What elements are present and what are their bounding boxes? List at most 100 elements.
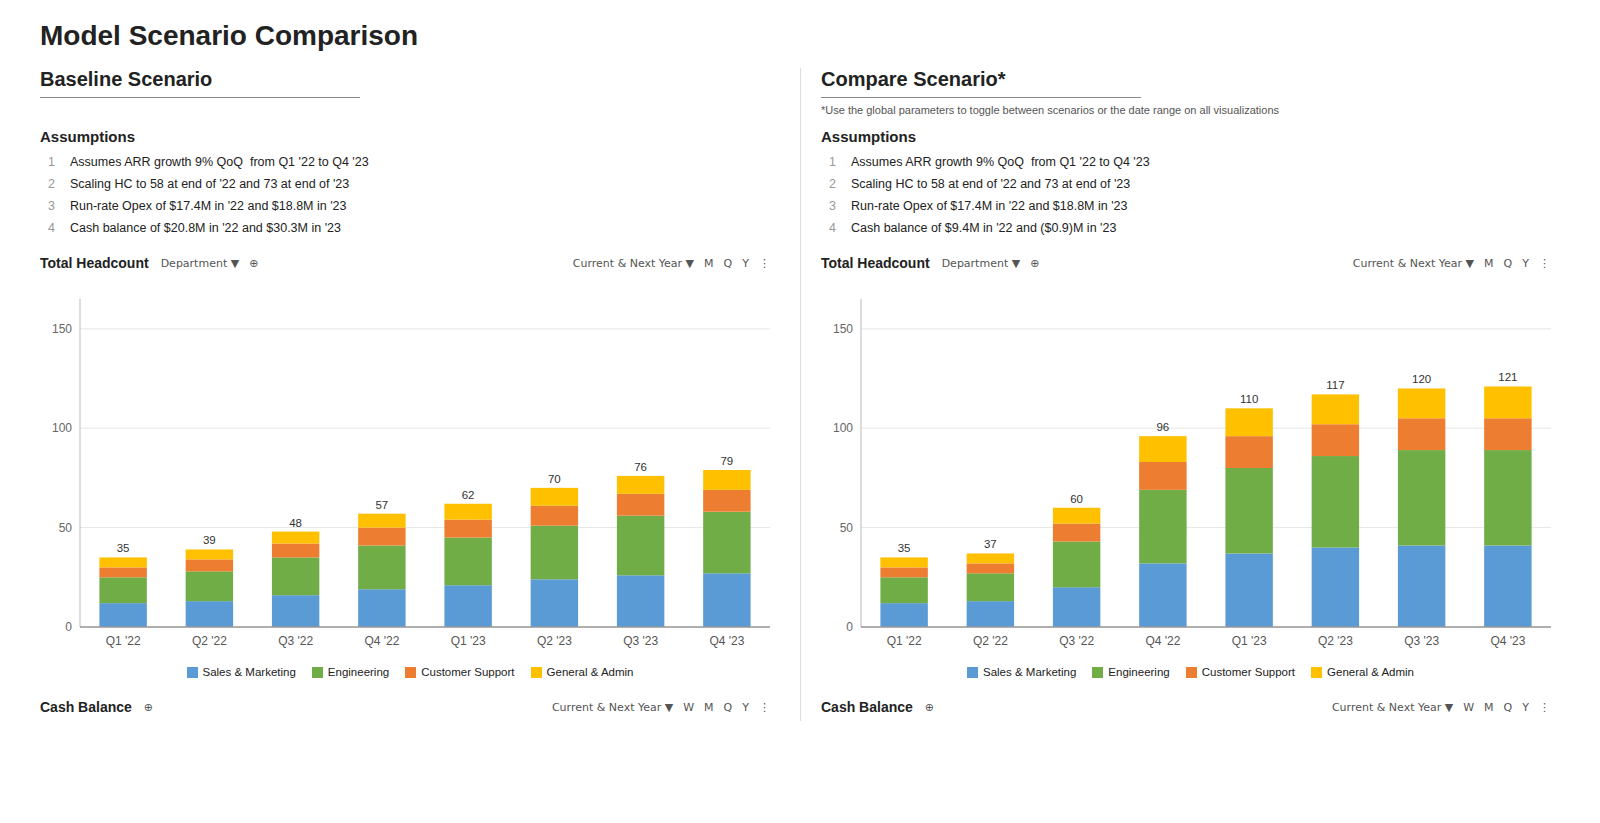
x-axis-line [80,626,770,628]
scenario-panel: Baseline Scenario Assumptions 1Assumes ARR… [40,68,780,721]
bar-segment [186,571,233,601]
assumption-text: Scaling HC to 58 at end of '22 and 73 at… [851,177,1130,191]
grid-line [80,627,770,628]
bar-segment [444,520,491,538]
footer-row-label: Cash Balance [821,699,913,715]
x-tick-label: Q4 '22 [1145,634,1180,648]
bar-segment [1312,394,1359,424]
legend-label: Customer Support [1202,666,1295,678]
grid-line [80,428,770,429]
control: M [1484,701,1494,714]
bar-segment [358,589,405,627]
control: Q [724,701,733,714]
assumption: 2Scaling HC to 58 at end of '22 and 73 a… [40,173,780,195]
bar-segment [1139,436,1186,462]
bar-segment [1312,547,1359,627]
assumption-text: Scaling HC to 58 at end of '22 and 73 at… [70,177,349,191]
legend-swatch [187,667,198,678]
bar-segment [703,512,750,574]
legend-item: Customer Support [405,666,514,678]
control: W [683,701,694,714]
control: Current & Next Year ▼ [1332,701,1453,714]
y-tick-label: 0 [846,620,853,634]
bar-segment [880,577,927,603]
total-label: 62 [462,489,475,501]
legend-item: Sales & Marketing [187,666,296,678]
scenario-title-wrap: Compare Scenario* [821,68,1560,104]
control: ⋮ [1539,257,1550,270]
control: Y [1522,701,1529,714]
assumption: 3Run-rate Opex of $17.4M in '22 and $18.… [40,195,780,217]
bar-segment [186,549,233,559]
bar-segment [880,557,927,567]
assumption-text: Assumes ARR growth 9% QoQ from Q1 '22 to… [70,155,369,169]
bars [99,470,750,627]
bar-segment [358,545,405,589]
total-label: 35 [117,542,130,554]
bar-segment [703,470,750,490]
bar-segment [1484,418,1531,450]
assumptions-header: Assumptions [40,128,780,145]
x-tick-label: Q4 '23 [1490,634,1525,648]
x-tick-label: Q1 '23 [451,634,486,648]
grid-line [861,328,1551,329]
assumption: 1Assumes ARR growth 9% QoQ from Q1 '22 t… [40,151,780,173]
bar-segment [99,567,146,577]
legend-item: Engineering [312,666,389,678]
bar-segment [1484,545,1531,627]
total-label: 79 [720,455,733,467]
bar-segment [617,494,664,516]
y-tick-label: 150 [833,322,853,336]
assumption-text: Run-rate Opex of $17.4M in '22 and $18.8… [70,199,346,213]
bar-segment [880,567,927,577]
scenario-title-wrap: Baseline Scenario [40,68,780,104]
control: ⊕ [1030,257,1039,270]
scenario-panel: Compare Scenario**Use the global paramet… [800,68,1560,721]
grid-line [861,527,1551,528]
bar-segment [1139,462,1186,490]
bar-segment [1398,418,1445,450]
y-tick-label: 100 [833,421,853,435]
control: M [704,701,714,714]
bar-segment [1053,508,1100,524]
y-axis-line [80,299,81,627]
bar-segment [1139,563,1186,627]
legend-label: Customer Support [421,666,514,678]
legend-swatch [967,667,978,678]
control: Q [1504,257,1513,270]
x-axis-line [861,626,1551,628]
y-axis-line [861,299,862,627]
legend-item: Engineering [1092,666,1169,678]
bar-segment [531,579,578,627]
legend-swatch [531,667,542,678]
bar-segment [1225,468,1272,553]
scenario-title: Compare Scenario* [821,68,1141,98]
assumptions-header: Assumptions [821,128,1560,145]
assumption-num: 2 [40,173,70,195]
bar-segment [617,516,664,576]
chart-header-label: Total Headcount [40,255,149,271]
control: ⋮ [759,257,770,270]
bar-segment [617,575,664,627]
bar-segment [967,601,1014,627]
bar-segment [967,563,1014,573]
bar-segment [1312,424,1359,456]
x-tick-label: Q2 '23 [537,634,572,648]
assumption-num: 2 [821,173,851,195]
y-tick-label: 50 [840,521,854,535]
assumption-text: Cash balance of $20.8M in '22 and $30.3M… [70,221,341,235]
control: Department ▼ [161,257,240,270]
control: Y [742,701,749,714]
bar-segment [99,557,146,567]
scenario-title: Baseline Scenario [40,68,360,98]
bar-segment [358,514,405,528]
legend-item: General & Admin [531,666,634,678]
assumption-text: Cash balance of $9.4M in '22 and ($0.9)M… [851,221,1116,235]
grid-line [861,428,1551,429]
bar-segment [531,488,578,506]
bar-segment [444,538,491,586]
total-label: 60 [1070,493,1083,505]
total-label: 120 [1412,373,1431,385]
x-tick-label: Q4 '23 [709,634,744,648]
x-tick-label: Q1 '23 [1232,634,1267,648]
